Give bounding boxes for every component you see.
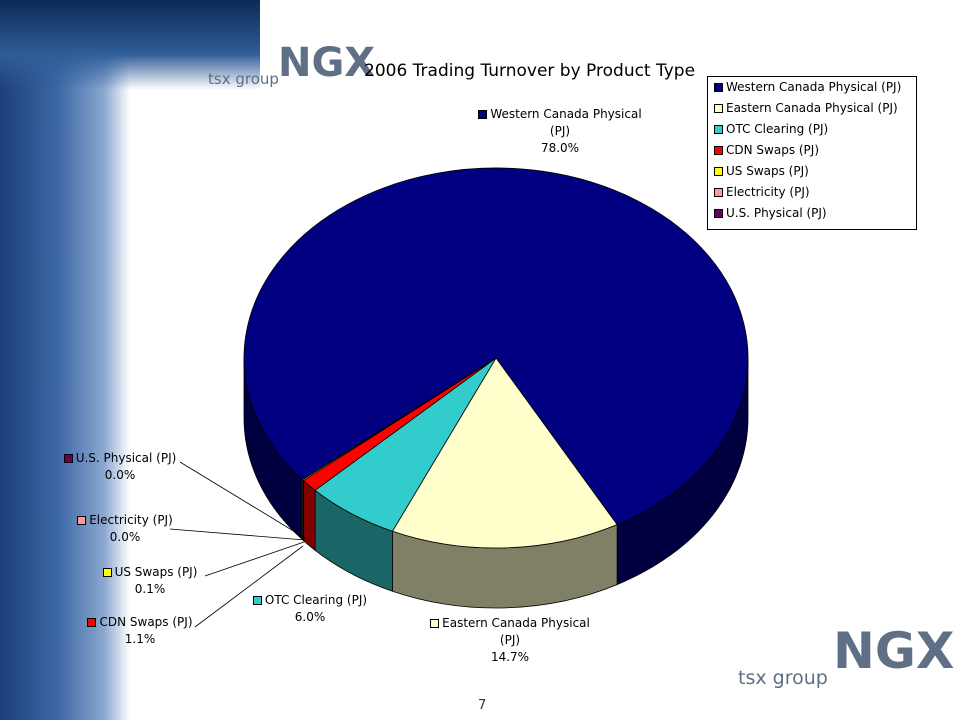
chart-title: 2006 Trading Turnover by Product Type — [364, 61, 696, 81]
legend-swatch — [714, 83, 723, 92]
data-label: CDN Swaps (PJ) 1.1% — [80, 614, 200, 648]
label-value: 0.0% — [109, 530, 141, 544]
legend-swatch — [714, 167, 723, 176]
label-value: 0.1% — [134, 582, 166, 596]
slice — [391, 357, 618, 549]
leader-line — [169, 528, 306, 541]
label-value: 1.1% — [124, 632, 156, 646]
legend-label: Eastern Canada Physical (PJ) — [726, 101, 898, 115]
label-swatch — [430, 619, 440, 628]
legend-swatch — [714, 146, 723, 155]
legend: Western Canada Physical (PJ) Eastern Cana… — [707, 76, 917, 230]
label-name: Western Canada Physical (PJ) — [490, 107, 642, 138]
page-number: 7 — [478, 698, 487, 713]
logo: NGX — [278, 40, 376, 86]
label-swatch — [87, 618, 97, 627]
legend-entry: Electricity (PJ) — [708, 182, 916, 203]
legend-entry: Eastern Canada Physical (PJ) — [708, 98, 916, 119]
legend-label: U.S. Physical (PJ) — [726, 206, 827, 220]
label-value: 14.7% — [490, 650, 530, 664]
label-swatch — [63, 454, 73, 463]
slice-side — [303, 479, 316, 552]
logo: NGX — [833, 622, 955, 680]
legend-entry: OTC Clearing (PJ) — [708, 119, 916, 140]
label-name: OTC Clearing (PJ) — [264, 593, 368, 607]
slice — [302, 357, 497, 480]
data-label: Electricity (PJ) 0.0% — [65, 512, 185, 546]
data-label: Eastern Canada Physical (PJ) 14.7% — [430, 615, 590, 666]
label-value: 0.0% — [104, 468, 136, 482]
leader-line — [204, 541, 305, 577]
label-name: Eastern Canada Physical (PJ) — [442, 616, 590, 647]
data-label: OTC Clearing (PJ) 6.0% — [240, 592, 380, 626]
legend-swatch — [714, 209, 723, 218]
slice — [243, 167, 749, 526]
logo-subtext: tsx group — [738, 667, 828, 689]
leader-line — [194, 545, 304, 628]
legend-label: OTC Clearing (PJ) — [726, 122, 829, 136]
label-swatch — [102, 568, 112, 577]
legend-entry: Western Canada Physical (PJ) — [708, 77, 916, 98]
background-corner — [0, 0, 260, 90]
leader-line — [179, 461, 306, 539]
data-label: U.S. Physical (PJ) 0.0% — [55, 450, 185, 484]
legend-label: US Swaps (PJ) — [726, 164, 809, 178]
legend-label: Western Canada Physical (PJ) — [726, 80, 902, 94]
label-swatch — [252, 596, 262, 605]
slice-side — [301, 478, 304, 542]
label-value: 78.0% — [540, 141, 580, 155]
legend-swatch — [714, 125, 723, 134]
label-name: CDN Swaps (PJ) — [99, 615, 193, 629]
legend-label: CDN Swaps (PJ) — [726, 143, 820, 157]
logo-subtext: tsx group — [208, 70, 279, 88]
label-name: U.S. Physical (PJ) — [75, 451, 177, 465]
data-label: Western Canada Physical (PJ) 78.0% — [475, 106, 645, 157]
label-swatch — [478, 110, 488, 119]
data-label: US Swaps (PJ) 0.1% — [90, 564, 210, 598]
background-strip — [0, 0, 130, 720]
label-value: 6.0% — [294, 610, 326, 624]
legend-entry: US Swaps (PJ) — [708, 161, 916, 182]
legend-label: Electricity (PJ) — [726, 185, 810, 199]
legend-entry: U.S. Physical (PJ) — [708, 203, 916, 224]
legend-swatch — [714, 188, 723, 197]
legend-entry: CDN Swaps (PJ) — [708, 140, 916, 161]
label-name: Electricity (PJ) — [89, 513, 173, 527]
label-swatch — [77, 516, 87, 525]
legend-swatch — [714, 104, 723, 113]
label-name: US Swaps (PJ) — [114, 565, 198, 579]
